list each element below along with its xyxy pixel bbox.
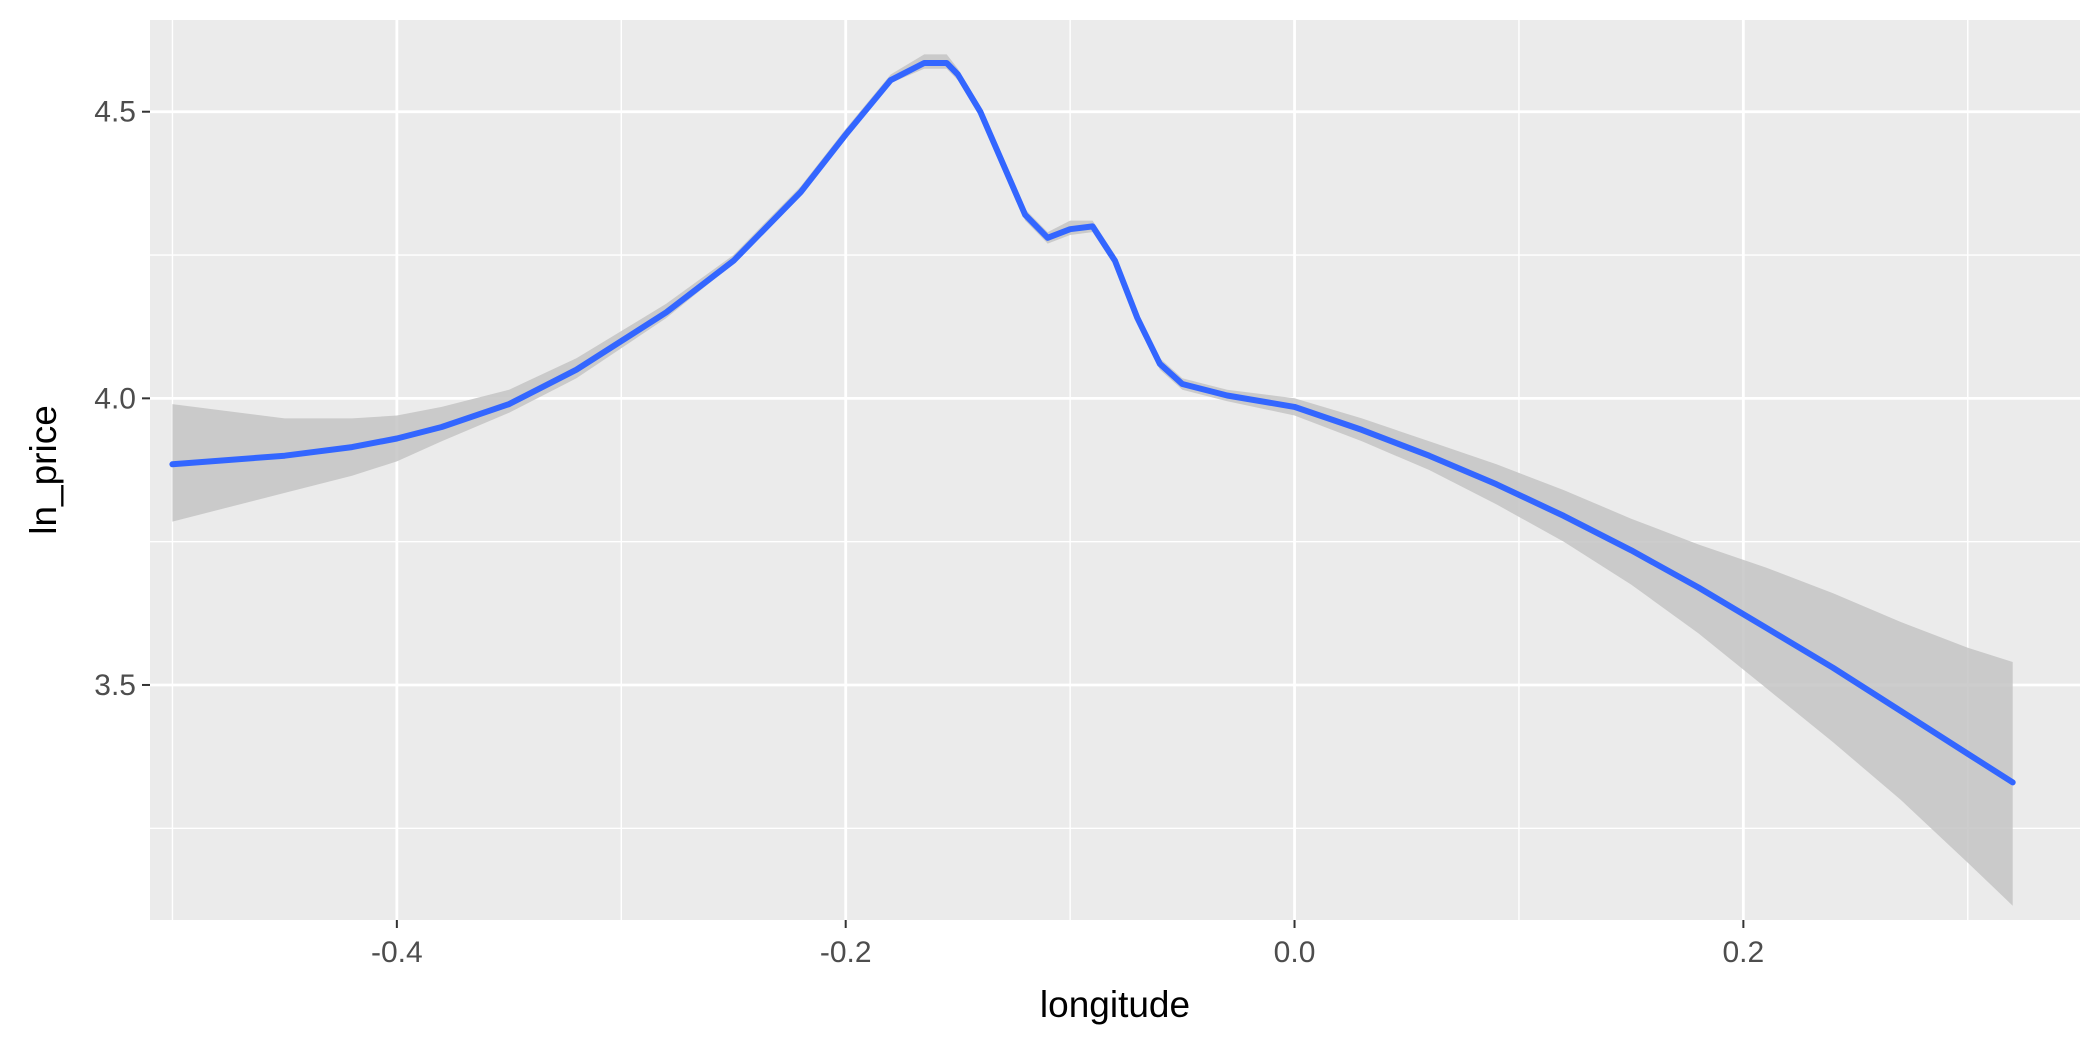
panel-background: [150, 20, 2080, 920]
y-axis-ticks: 3.5 4.0 4.5: [94, 96, 150, 702]
smooth-line: [169, 60, 2016, 786]
x-tick-label: 0.0: [1274, 936, 1316, 969]
x-tick-label: -0.4: [371, 936, 423, 969]
x-tick-label: 0.2: [1723, 936, 1765, 969]
x-tick-label: -0.2: [820, 936, 872, 969]
y-axis-title: ln_price: [23, 405, 64, 535]
y-tick-label: 4.0: [94, 382, 136, 415]
x-axis-title: longitude: [1040, 984, 1190, 1025]
x-axis-ticks: -0.4 -0.2 0.0 0.2: [371, 920, 1764, 969]
y-tick-label: 3.5: [94, 669, 136, 702]
y-tick-label: 4.5: [94, 96, 136, 129]
grid-major-lines: [150, 20, 2080, 920]
grid-minor-lines: [150, 20, 2080, 920]
